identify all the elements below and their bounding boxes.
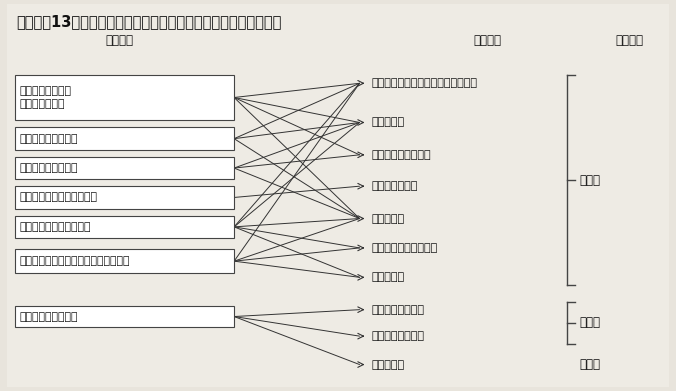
Text: 雇用保険法: 雇用保険法 (371, 272, 404, 282)
Text: 職業紹介・職業指導: 職業紹介・職業指導 (20, 134, 78, 143)
Text: 精神薄弱者福祉法: 精神薄弱者福祉法 (371, 331, 425, 341)
Bar (15, 215, 234, 238)
Text: （法令）: （法令） (473, 34, 501, 47)
Bar (15, 249, 234, 273)
Text: 障害者の雇用の促進等に関する法律: 障害者の雇用の促進等に関する法律 (371, 78, 477, 88)
Text: （分野）: （分野） (105, 34, 133, 47)
Bar (15, 75, 234, 120)
Bar (15, 186, 234, 209)
Text: （図６－13）　職業リハビリテーションの領域別にみた主な法律: （図６－13） 職業リハビリテーションの領域別にみた主な法律 (16, 14, 282, 29)
Bar (15, 127, 234, 150)
Text: （所管）: （所管） (615, 34, 643, 47)
Text: 労働者災害補償保険法: 労働者災害補償保険法 (371, 243, 437, 253)
Text: 障害者を雇用する事業主に対する助成: 障害者を雇用する事業主に対する助成 (20, 256, 130, 266)
Bar (15, 306, 234, 327)
Text: 労働安全衛生法: 労働安全衛生法 (371, 181, 418, 191)
Text: 身体障害者福祉法: 身体障害者福祉法 (371, 305, 425, 315)
Text: 障害者雇用率制度
雇用納付金制度: 障害者雇用率制度 雇用納付金制度 (20, 86, 72, 109)
Text: 労働省: 労働省 (579, 174, 600, 187)
Text: 授産施設・福祉工場: 授産施設・福祉工場 (20, 312, 78, 321)
Text: 学校教育法: 学校教育法 (371, 360, 404, 369)
Text: 文部省: 文部省 (579, 358, 600, 371)
Text: 障害者のための就業援助: 障害者のための就業援助 (20, 222, 91, 232)
Text: 職業訓練・職業教育: 職業訓練・職業教育 (20, 163, 78, 173)
Text: 労働災害による疾病の防止: 労働災害による疾病の防止 (20, 192, 97, 203)
Bar (15, 157, 234, 179)
Text: 職業能力開発促進法: 職業能力開発促進法 (371, 150, 431, 160)
Text: 職業安定法: 職業安定法 (371, 117, 404, 127)
Text: 雇用対策法: 雇用対策法 (371, 213, 404, 224)
Text: 厚生省: 厚生省 (579, 316, 600, 329)
